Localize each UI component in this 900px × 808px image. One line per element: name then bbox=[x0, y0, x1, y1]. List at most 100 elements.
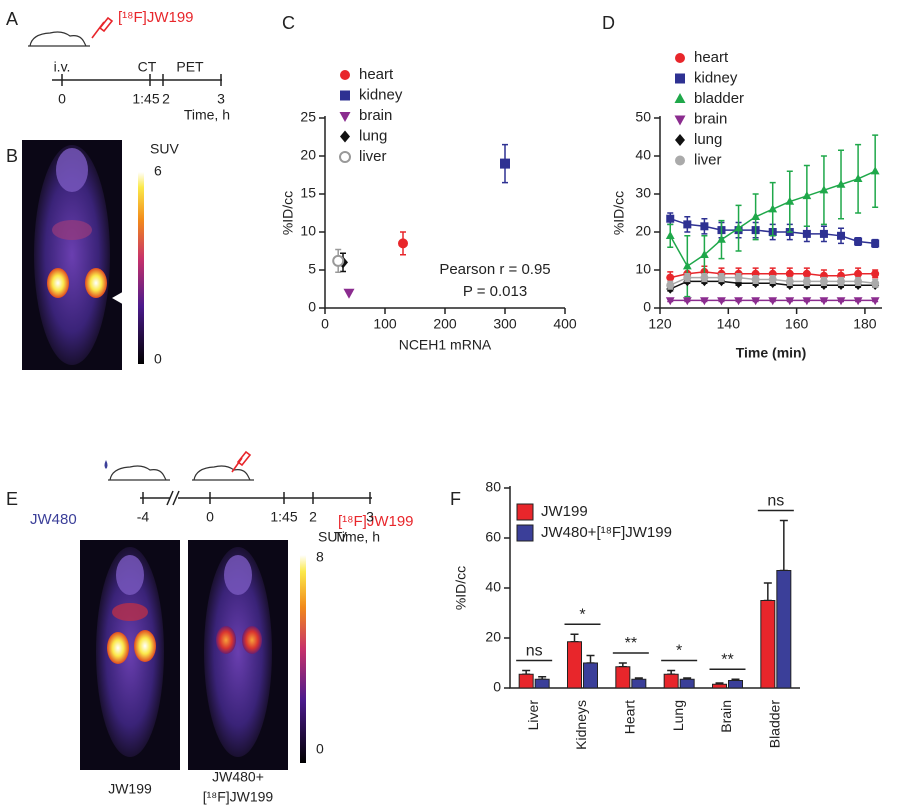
bar bbox=[615, 666, 631, 689]
event-label: CT bbox=[138, 59, 157, 75]
legend-label: JW199 bbox=[541, 503, 588, 520]
mouse-icon bbox=[192, 465, 254, 481]
bar bbox=[760, 600, 776, 689]
kidney-signal bbox=[216, 626, 236, 654]
point bbox=[666, 273, 675, 282]
legend-label: bladder bbox=[694, 90, 744, 107]
point bbox=[768, 297, 778, 306]
significance-label: ** bbox=[625, 635, 637, 652]
x-tick-label: 200 bbox=[433, 316, 457, 332]
point bbox=[768, 275, 777, 284]
point bbox=[751, 275, 760, 284]
significance-label: ** bbox=[721, 651, 733, 668]
point bbox=[853, 174, 863, 182]
point bbox=[785, 269, 794, 278]
arrowhead bbox=[112, 290, 126, 306]
legend-marker bbox=[675, 134, 685, 146]
kidney-signal bbox=[242, 626, 262, 654]
point bbox=[802, 277, 811, 286]
timeline-label: 2 bbox=[309, 509, 317, 525]
error-bar bbox=[522, 669, 531, 675]
y-tick-label: 0 bbox=[493, 679, 501, 695]
pretreatment-label: JW480 bbox=[30, 511, 77, 528]
error-bar bbox=[667, 669, 676, 675]
x-tick-label: 100 bbox=[373, 316, 397, 332]
point bbox=[700, 297, 709, 306]
error-bar bbox=[586, 654, 595, 664]
heart-signal bbox=[52, 220, 92, 240]
point bbox=[665, 297, 675, 306]
bar bbox=[518, 673, 534, 689]
tracer-label: [¹⁸F]JW199 bbox=[118, 9, 194, 26]
x-tick-label: 180 bbox=[853, 316, 877, 332]
y-axis-label: %ID/cc bbox=[611, 191, 627, 235]
legend-marker bbox=[675, 73, 685, 84]
colorbar-title: SUV bbox=[150, 141, 179, 157]
legend-swatch bbox=[516, 503, 534, 521]
point bbox=[500, 158, 510, 169]
bar bbox=[534, 678, 550, 689]
y-tick-label: 5 bbox=[308, 261, 316, 277]
image-label: JW480+ bbox=[212, 769, 264, 785]
legend-marker bbox=[340, 70, 350, 80]
point bbox=[700, 222, 709, 231]
point bbox=[734, 223, 743, 232]
event-label: i.v. bbox=[54, 59, 71, 75]
legend-label: kidney bbox=[694, 69, 738, 86]
mouse-icon bbox=[108, 465, 170, 481]
bar bbox=[631, 678, 647, 689]
point bbox=[837, 277, 846, 286]
legend-label: brain bbox=[359, 107, 392, 124]
timeline-label: 0 bbox=[58, 91, 66, 107]
point bbox=[717, 297, 726, 306]
y-tick-label: 20 bbox=[485, 629, 501, 645]
point bbox=[854, 237, 863, 246]
y-axis-label: %ID/cc bbox=[453, 566, 469, 610]
kidney-signal bbox=[85, 268, 107, 298]
x-tick-label: 400 bbox=[553, 316, 577, 332]
legend-swatch bbox=[516, 524, 534, 542]
point bbox=[854, 269, 863, 278]
timeline-label: -4 bbox=[137, 509, 150, 525]
legend-label: heart bbox=[694, 49, 729, 66]
point bbox=[717, 234, 726, 243]
bar bbox=[583, 662, 598, 689]
x-tick-label: Bladder bbox=[767, 700, 783, 749]
point bbox=[802, 269, 811, 278]
timeline-label: 3 bbox=[217, 91, 225, 107]
point bbox=[785, 297, 795, 306]
panel-letter: C bbox=[282, 13, 295, 33]
x-tick-label: 160 bbox=[785, 316, 809, 332]
timeline-label: 3 bbox=[366, 509, 374, 525]
syringe-icon bbox=[231, 450, 252, 473]
point bbox=[785, 196, 795, 205]
x-tick-label: 140 bbox=[717, 316, 741, 332]
y-tick-label: 60 bbox=[485, 529, 501, 545]
point bbox=[751, 297, 761, 306]
panel-a: [¹⁸F]JW199 i.v. CT PET 0 1:45 2 3 Time, … bbox=[28, 9, 230, 123]
significance-label: * bbox=[676, 643, 682, 660]
x-axis-label: Time (min) bbox=[736, 345, 807, 361]
error-bar bbox=[618, 662, 627, 668]
y-tick-label: 0 bbox=[308, 299, 316, 315]
y-tick-label: 30 bbox=[635, 185, 651, 201]
x-tick-label: Heart bbox=[622, 700, 638, 734]
mouse-head bbox=[116, 555, 144, 595]
point bbox=[332, 254, 345, 267]
point bbox=[819, 297, 829, 306]
point bbox=[682, 261, 692, 270]
colorbar-max: 6 bbox=[154, 163, 162, 179]
axis-break bbox=[166, 490, 180, 506]
panel-letter: F bbox=[450, 489, 461, 509]
bar bbox=[728, 680, 743, 689]
y-tick-label: 10 bbox=[635, 261, 651, 277]
point bbox=[666, 214, 675, 223]
y-axis-label: %ID/cc bbox=[280, 191, 296, 235]
point bbox=[871, 239, 880, 248]
significance-label: * bbox=[579, 606, 585, 623]
x-axis-label: NCEH1 mRNA bbox=[399, 337, 492, 353]
mouse-head bbox=[56, 148, 88, 192]
x-tick-label: Lung bbox=[670, 700, 686, 731]
error-bar bbox=[779, 519, 788, 572]
x-tick-label: Kidneys bbox=[573, 700, 589, 750]
